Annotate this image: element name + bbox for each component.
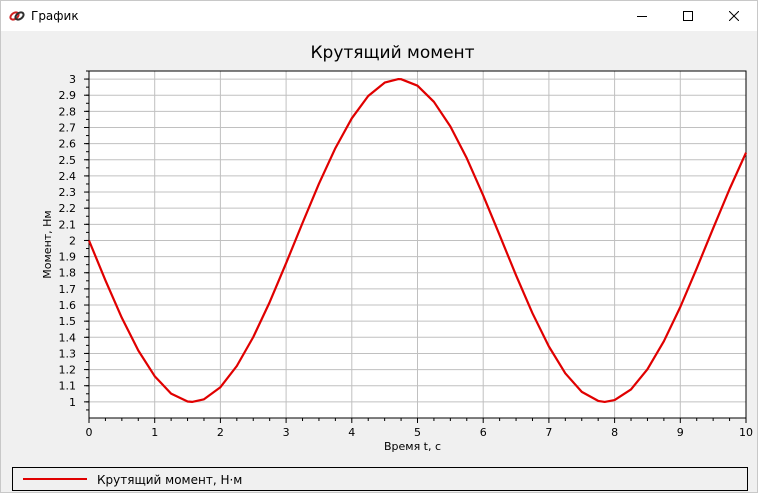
title-bar[interactable]: График bbox=[1, 1, 757, 31]
y-tick-label: 1 bbox=[69, 396, 76, 409]
series-line bbox=[87, 77, 748, 403]
y-axis-label: Момент, Нм bbox=[41, 210, 54, 278]
y-tick-label: 2.2 bbox=[59, 202, 77, 215]
minimize-icon bbox=[637, 16, 647, 17]
y-tick-label: 3 bbox=[69, 73, 76, 86]
y-tick-label: 1.2 bbox=[59, 364, 77, 377]
x-tick-label: 1 bbox=[151, 426, 158, 439]
legend-label: Крутящий момент, Н·м bbox=[97, 473, 243, 487]
x-tick-label: 5 bbox=[414, 426, 421, 439]
app-logo-icon bbox=[9, 9, 25, 23]
plot-border bbox=[88, 70, 747, 419]
y-tick-label: 2.1 bbox=[59, 218, 77, 231]
y-tick-label: 1.1 bbox=[59, 380, 77, 393]
x-tick-label: 9 bbox=[677, 426, 684, 439]
y-tick-label: 1.4 bbox=[59, 331, 77, 344]
y-tick-label: 2.7 bbox=[59, 121, 77, 134]
maximize-button[interactable] bbox=[665, 1, 711, 31]
x-tick-label: 3 bbox=[283, 426, 290, 439]
y-tick-label: 2.3 bbox=[59, 186, 77, 199]
y-tick-label: 2.5 bbox=[59, 154, 77, 167]
x-tick-label: 2 bbox=[217, 426, 224, 439]
x-axis-label: Время t, с bbox=[384, 440, 441, 453]
y-tick-label: 1.7 bbox=[59, 283, 77, 296]
maximize-icon bbox=[683, 11, 693, 21]
window-title: График bbox=[31, 9, 79, 23]
y-tick-label: 1.6 bbox=[59, 299, 77, 312]
x-tick-label: 4 bbox=[348, 426, 355, 439]
torque-chart: 0 1 2 3 4 5 6 7 8 9 10 1 1.1 1.2 1.3 1.4 1.5 1.6 1.7 1.8 1.9… bbox=[41, 43, 753, 453]
legend-swatch bbox=[23, 478, 87, 480]
x-tick-label: 6 bbox=[480, 426, 487, 439]
y-tick-label: 2.6 bbox=[59, 138, 77, 151]
y-tick-label: 2.8 bbox=[59, 105, 77, 118]
close-button[interactable] bbox=[711, 1, 757, 31]
y-tick-label: 1.3 bbox=[59, 347, 77, 360]
y-tick-label: 2.4 bbox=[59, 170, 77, 183]
minimize-button[interactable] bbox=[619, 1, 665, 31]
x-tick-label: 7 bbox=[545, 426, 552, 439]
y-tick-label: 1.8 bbox=[59, 267, 77, 280]
chart-area: 0 1 2 3 4 5 6 7 8 9 10 1 1.1 1.2 1.3 1.4 1.5 1.6 1.7 1.8 1.9… bbox=[1, 31, 757, 463]
x-tick-label: 8 bbox=[611, 426, 618, 439]
legend: Крутящий момент, Н·м bbox=[12, 467, 748, 491]
close-icon bbox=[729, 11, 739, 21]
x-tick-label: 10 bbox=[739, 426, 753, 439]
y-tick-label: 1.9 bbox=[59, 251, 77, 264]
chart-title: Крутящий момент bbox=[310, 43, 474, 63]
y-tick-label: 1.5 bbox=[59, 315, 77, 328]
y-tick-label: 2.9 bbox=[59, 89, 77, 102]
y-tick-label: 2 bbox=[69, 234, 76, 247]
x-tick-label: 0 bbox=[86, 426, 93, 439]
